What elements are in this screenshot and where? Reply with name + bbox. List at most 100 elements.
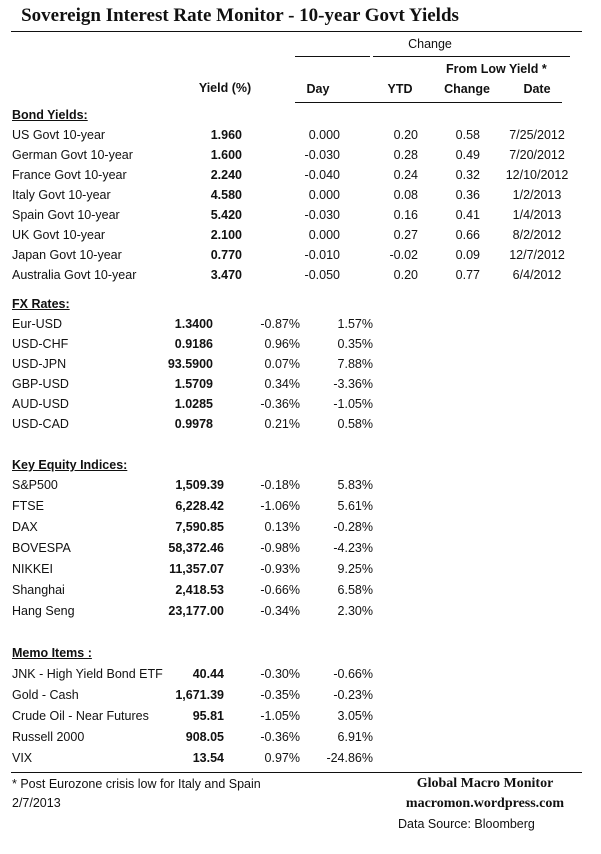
row-label: FTSE	[12, 499, 44, 513]
day-change: -0.050	[304, 268, 340, 282]
row-label: Eur-USD	[12, 317, 63, 331]
low-date: 6/4/2012	[512, 268, 562, 282]
footer-divider	[11, 772, 582, 773]
ytd-change: 0.16	[393, 208, 418, 222]
row-label: USD-CHF	[12, 337, 69, 351]
row-label: Gold - Cash	[12, 688, 79, 702]
row-label: Spain Govt 10-year	[12, 208, 120, 222]
day-change: 0.000	[308, 228, 340, 242]
ytd-change: -0.28%	[333, 520, 373, 534]
low-date: 1/2/2013	[512, 188, 562, 202]
low-date-header: Date	[523, 82, 551, 96]
day-change: 0.000	[308, 188, 340, 202]
yield-value: 1.960	[210, 128, 242, 142]
day-change: -0.34%	[260, 604, 300, 618]
day-change: 0.21%	[264, 417, 300, 431]
ytd-change: 0.58%	[337, 417, 373, 431]
row-label: DAX	[12, 520, 38, 534]
low-change-header: Change	[444, 82, 490, 96]
row-label: USD-JPN	[12, 357, 67, 371]
row-label: Shanghai	[12, 583, 65, 597]
ytd-change: 0.24	[393, 168, 418, 182]
row-label: BOVESPA	[12, 541, 71, 555]
ytd-change: 0.28	[393, 148, 418, 162]
day-change: -0.010	[304, 248, 340, 262]
value: 7,590.85	[175, 520, 224, 534]
ytd-change: 2.30%	[337, 604, 373, 618]
row-label: Italy Govt 10-year	[12, 188, 111, 202]
day-change: -0.35%	[260, 688, 300, 702]
report-date: 2/7/2013	[12, 796, 61, 810]
low-change: 0.41	[455, 208, 480, 222]
low-change: 0.32	[455, 168, 480, 182]
low-change: 0.66	[455, 228, 480, 242]
ytd-header: YTD	[387, 82, 413, 96]
yield-value: 4.580	[210, 188, 242, 202]
title-divider	[11, 31, 582, 32]
ytd-change: 5.61%	[337, 499, 373, 513]
ytd-change: 3.05%	[337, 709, 373, 723]
value: 13.54	[192, 751, 224, 765]
page-title: Sovereign Interest Rate Monitor - 10-yea…	[21, 5, 459, 26]
day-change: -0.040	[304, 168, 340, 182]
day-change: -0.93%	[260, 562, 300, 576]
row-label: US Govt 10-year	[12, 128, 106, 142]
day-change: 0.97%	[264, 751, 300, 765]
day-header: Day	[306, 82, 330, 96]
ytd-change: 0.35%	[337, 337, 373, 351]
from-low-header: From Low Yield *	[446, 62, 547, 76]
row-label: Russell 2000	[12, 730, 85, 744]
value: 93.5900	[167, 357, 213, 371]
ytd-change: -0.02	[389, 248, 419, 262]
footnote: * Post Eurozone crisis low for Italy and…	[12, 777, 261, 791]
low-change: 0.58	[455, 128, 480, 142]
day-change: 0.96%	[264, 337, 300, 351]
ytd-change: -0.66%	[333, 667, 373, 681]
row-label: Crude Oil - Near Futures	[12, 709, 149, 723]
day-change: -0.030	[304, 208, 340, 222]
ytd-change: -0.23%	[333, 688, 373, 702]
value: 0.9978	[174, 417, 213, 431]
change-header-rule	[373, 56, 570, 57]
day-change: 0.34%	[264, 377, 300, 391]
low-date: 7/25/2012	[509, 128, 565, 142]
ytd-change: 5.83%	[337, 478, 373, 492]
low-date: 1/4/2013	[512, 208, 562, 222]
value: 40.44	[192, 667, 224, 681]
ytd-change: 6.58%	[337, 583, 373, 597]
day-change: -0.98%	[260, 541, 300, 555]
row-label: VIX	[12, 751, 33, 765]
ytd-change: -1.05%	[333, 397, 373, 411]
ytd-change: 0.20	[393, 128, 418, 142]
value: 1.5709	[174, 377, 213, 391]
yield-value: 5.420	[210, 208, 242, 222]
value: 1.0285	[174, 397, 213, 411]
row-label: German Govt 10-year	[12, 148, 133, 162]
day-change: -0.87%	[260, 317, 300, 331]
low-date: 12/10/2012	[505, 168, 569, 182]
yield-value: 2.240	[210, 168, 242, 182]
section-label-fx-rates: FX Rates:	[12, 297, 70, 311]
ytd-change: 6.91%	[337, 730, 373, 744]
row-label: Hang Seng	[12, 604, 75, 618]
row-label: France Govt 10-year	[12, 168, 127, 182]
day-change: -0.66%	[260, 583, 300, 597]
day-change: 0.000	[308, 128, 340, 142]
row-label: JNK - High Yield Bond ETF	[12, 667, 163, 681]
value: 95.81	[192, 709, 224, 723]
row-label: USD-CAD	[12, 417, 69, 431]
value: 1.3400	[174, 317, 213, 331]
row-label: S&P500	[12, 478, 58, 492]
ytd-change: -4.23%	[333, 541, 373, 555]
value: 23,177.00	[168, 604, 224, 618]
day-change: 0.07%	[264, 357, 300, 371]
yield-value: 2.100	[210, 228, 242, 242]
row-label: NIKKEI	[12, 562, 53, 576]
site-link[interactable]: macromon.wordpress.com	[405, 796, 565, 811]
yield-value: 0.770	[210, 248, 242, 262]
value: 1,671.39	[175, 688, 224, 702]
value: 2,418.53	[175, 583, 224, 597]
row-label: GBP-USD	[12, 377, 69, 391]
section-label-bond-yields: Bond Yields:	[12, 108, 88, 122]
